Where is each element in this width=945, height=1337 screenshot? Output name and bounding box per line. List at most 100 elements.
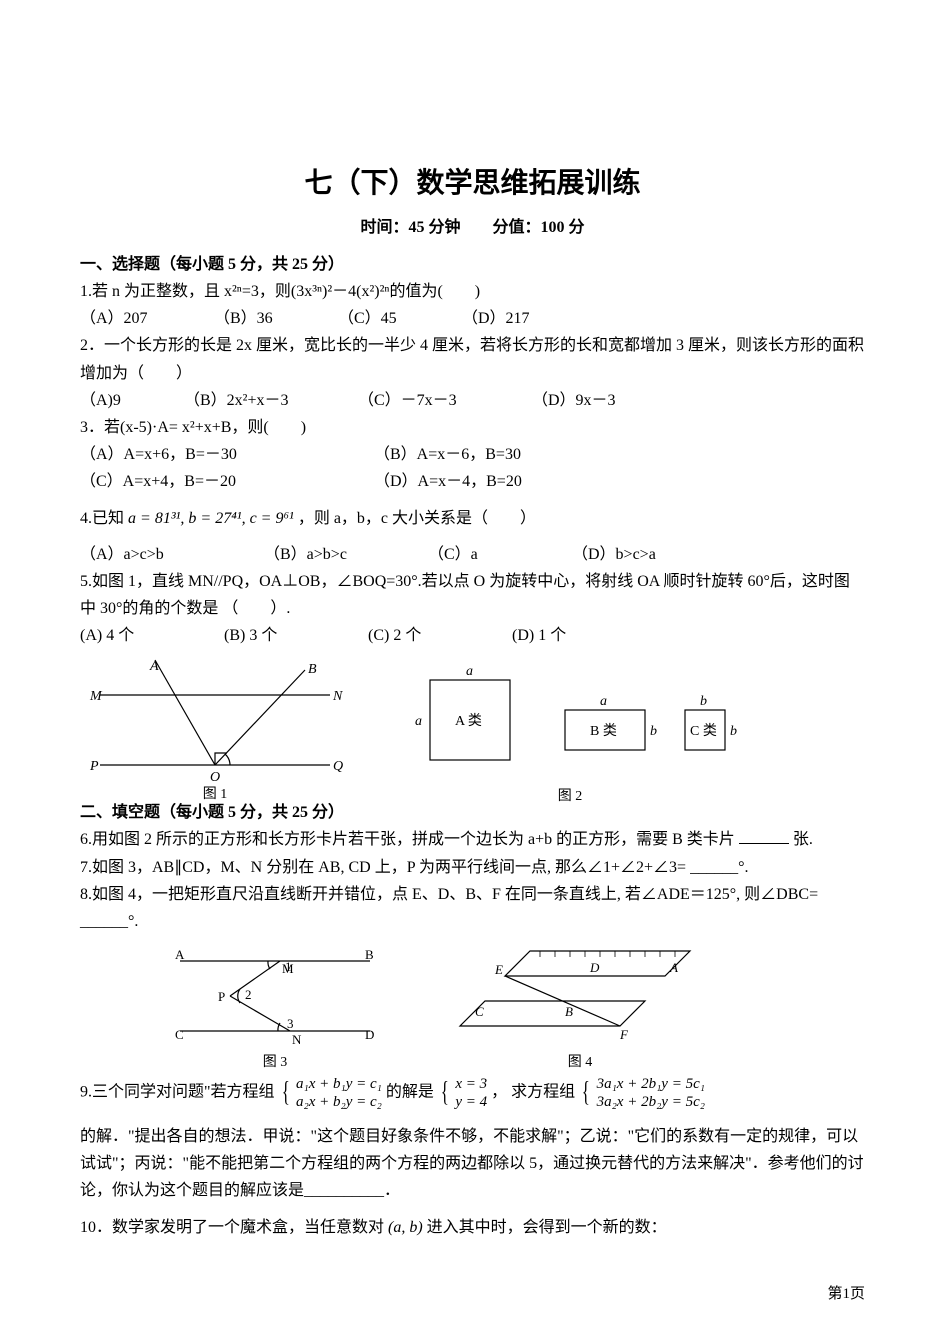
q1-opt-d: （D）217 [462,305,530,332]
fig1-label-q: Q [333,759,343,774]
q1-options: （A）207 （B）36 （C）45 （D）217 [80,305,865,332]
page-footer: 第1页 [827,1282,865,1308]
fig1-label-b: B [308,662,317,677]
figure-2: A 类 B 类 C 类 a a a b b b 图 2 [390,655,750,809]
figure-1: A B M N P Q O 图 1 [80,655,350,807]
fig2-c-b-right: b [730,724,737,739]
q5-text: 5.如图 1，直线 MN//PQ，OA⊥OB，∠BOQ=30°.若以点 O 为旋… [80,568,865,622]
fig2-a-left: a [415,714,422,729]
q6-blank[interactable] [739,827,789,844]
q4-eq: a = 81³¹, b = 27⁴¹, c = 9⁶¹ [128,510,294,527]
q10-pre: 10．数学家发明了一个魔术盒，当任意数对 [80,1219,388,1236]
q9-post: 的解．"提出各自的想法．甲说："这个题目好象条件不够，不能求解"；乙说："它们的… [80,1123,865,1205]
figure-3: A B C D M N P 1 2 3 图 3 [160,941,390,1075]
q9-sys1-top: a₁x + b₁y = c₁ [296,1076,382,1092]
fig2-box-b-label: B 类 [590,723,617,739]
fig4-b: B [565,1004,573,1019]
figure-4: E D A C B F 图 4 [450,941,710,1075]
fig3-d: D [365,1027,374,1042]
q9-mid2: ， 求方程组 [491,1083,579,1100]
q5-opt-a: (A) 4 个 [80,622,220,649]
q2-opt-c: （C）－7x－3 [358,387,528,414]
q2-opt-a: （A)9 [80,387,180,414]
fig2-box-a-label: A 类 [455,713,482,729]
q6-pre: 6.用如图 2 所示的正方形和长方形卡片若干张，拼成一个边长为 a+b 的正方形… [80,831,735,848]
score-label: 分值： [493,219,541,236]
q3-opt-b: （B）A=x－6，B=30 [374,441,521,468]
q4-opt-a: （A）a>c>b [80,541,260,568]
fig3-a: A [175,947,185,962]
q5-opt-d: (D) 1 个 [512,622,566,649]
fig3-b: B [365,947,374,962]
q3-opt-c: （C）A=x+4，B=－20 [80,468,370,495]
fig3-2: 2 [245,987,252,1002]
brace-icon: { [281,1069,289,1117]
score-value: 100 分 [541,219,585,236]
q5-options: (A) 4 个 (B) 3 个 (C) 2 个 (D) 1 个 [80,622,865,649]
q3-opt-a: （A）A=x+6，B=－30 [80,441,370,468]
q10-post: 进入其中时，会得到一个新的数： [427,1219,667,1236]
q6-text: 6.用如图 2 所示的正方形和长方形卡片若干张，拼成一个边长为 a+b 的正方形… [80,826,865,853]
brace-icon: { [441,1069,449,1117]
page-title: 七（下）数学思维拓展训练 [80,160,865,208]
q4-pre: 4.已知 [80,510,128,527]
fig4-e: E [494,962,503,977]
q1-opt-a: （A）207 [80,305,210,332]
q9-sys1-bot: a₂x + b₂y = c₂ [296,1094,382,1110]
q4-text: 4.已知 a = 81³¹, b = 27⁴¹, c = 9⁶¹ ，则 a，b，… [80,505,865,532]
q3-opt-d: （D）A=x－4，B=20 [374,468,522,495]
q5-opt-b: (B) 3 个 [224,622,364,649]
fig3-p: P [218,989,225,1004]
q4-opt-d: （D）b>c>a [572,541,656,568]
q1-opt-c: （C）45 [338,305,458,332]
q3-options-row2: （C）A=x+4，B=－20 （D）A=x－4，B=20 [80,468,865,495]
fig4-d: D [589,960,600,975]
fig3-1: 1 [285,959,292,974]
q9-line1: 9.三个同学对问题"若方程组 { a₁x + b₁y = c₁ a₂x + b₂… [80,1069,865,1117]
time-label: 时间： [360,219,408,236]
fig2-box-c-label: C 类 [690,723,717,739]
q2-options: （A)9 （B）2x²+x－3 （C）－7x－3 （D）9x－3 [80,387,865,414]
q9-mid1: 的解是 [386,1083,438,1100]
q1-opt-b: （B）36 [214,305,334,332]
fig4-a: A [669,960,678,975]
q4-opt-b: （B）a>b>c [264,541,424,568]
q1-text: 1.若 n 为正整数，且 x²ⁿ=3，则(3x³ⁿ)²－4(x²)²ⁿ的值为( … [80,278,865,305]
q2-opt-d: （D）9x－3 [532,387,616,414]
q8-text: 8.如图 4，一把矩形直尺沿直线断开并错位，点 E、D、B、F 在同一条直线上,… [80,881,865,935]
fig3-c: C [175,1027,184,1042]
q9-pre: 9.三个同学对问题"若方程组 [80,1083,279,1100]
q9-sys2-bot: y = 4 [455,1094,487,1110]
fig2-c-b-top: b [700,694,707,709]
fig2-a-top: a [466,664,473,679]
q9-sys3-bot: 3a₂x + 2b₂y = 5c₂ [597,1094,705,1110]
q9-sys3-top: 3a₁x + 2b₁y = 5c₁ [597,1076,705,1092]
fig1-label-m: M [89,689,103,704]
q9-sys2-top: x = 3 [455,1076,487,1092]
q10-text: 10．数学家发明了一个魔术盒，当任意数对 (a, b) 进入其中时，会得到一个新… [80,1214,865,1241]
fig2-b-a-top: a [600,694,607,709]
q4-options: （A）a>c>b （B）a>b>c （C）a （D）b>c>a [80,541,865,568]
time-value: 45 分钟 [408,219,460,236]
fig4-f: F [619,1027,629,1042]
q4-post: ，则 a，b，c 大小关系是（ ） [298,510,536,527]
q7-text: 7.如图 3，AB∥CD，M、N 分别在 AB, CD 上，P 为两平行线间一点… [80,854,865,881]
q6-post: 张. [793,831,813,848]
fig2-b-b-right: b [650,724,657,739]
fig4-c: C [475,1004,484,1019]
fig3-3: 3 [287,1016,294,1031]
fig1-label-a: A [149,659,159,674]
q4-opt-c: （C）a [428,541,568,568]
q2-text: 2．一个长方形的长是 2x 厘米，宽比长的一半少 4 厘米，若将长方形的长和宽都… [80,332,865,386]
q3-options-row1: （A）A=x+6，B=－30 （B）A=x－6，B=30 [80,441,865,468]
fig2-caption: 图 2 [390,785,750,809]
q2-opt-b: （B）2x²+x－3 [184,387,354,414]
section1-heading: 一、选择题（每小题 5 分，共 25 分） [80,251,865,278]
q3-text: 3．若(x-5)·A= x²+x+B，则( ) [80,414,865,441]
q10-pair: (a, b) [388,1219,423,1236]
q5-opt-c: (C) 2 个 [368,622,508,649]
fig1-label-p: P [89,759,99,774]
page-subtitle: 时间：45 分钟 分值：100 分 [80,214,865,241]
fig1-label-n: N [332,689,343,704]
fig3-n: N [292,1032,302,1047]
